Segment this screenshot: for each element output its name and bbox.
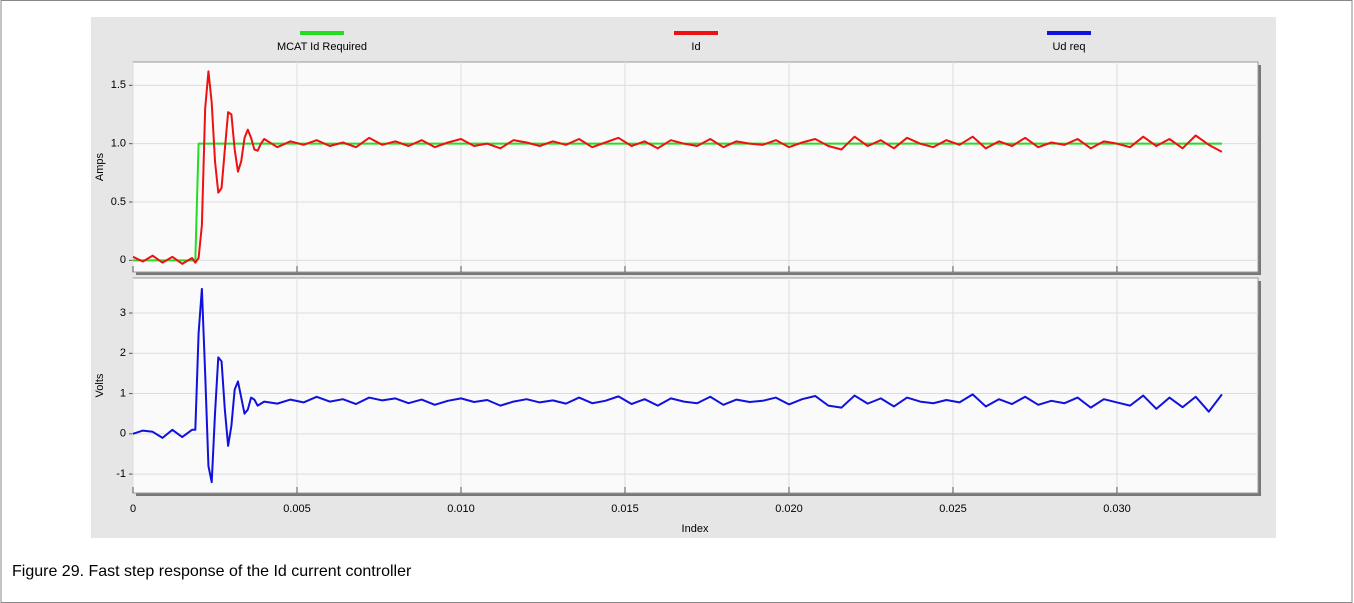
y-tick-label: -1	[116, 468, 126, 480]
y-tick-label: 3	[120, 307, 126, 319]
legend-label: Id	[691, 41, 700, 53]
caption: Figure 29. Fast step response of the Id …	[12, 563, 412, 580]
x-tick-label: 0.030	[1103, 503, 1131, 515]
y-tick-label: 1.5	[111, 79, 126, 91]
y-tick-label: 2	[120, 347, 126, 359]
y-tick-label: 1	[120, 387, 126, 399]
legend-label: Ud req	[1052, 41, 1085, 53]
legend-swatch	[1047, 31, 1091, 35]
plot-area	[132, 61, 1259, 273]
x-tick-label: 0.015	[611, 503, 639, 515]
series-line	[132, 70, 1223, 265]
x-tick-label: 0	[130, 503, 136, 515]
legend-label: MCAT Id Required	[277, 41, 367, 53]
y-tick-label: 0	[120, 254, 126, 266]
plot-area	[132, 277, 1259, 494]
y-axis-label: Amps	[94, 152, 106, 181]
legend-swatch	[300, 31, 344, 35]
x-tick-label: 0.025	[939, 503, 967, 515]
x-tick-label: 0.020	[775, 503, 803, 515]
x-tick-label: 0.005	[283, 503, 311, 515]
legend-swatch	[674, 31, 718, 35]
y-tick-label: 0	[120, 428, 126, 440]
series-line	[132, 287, 1223, 484]
x-tick-label: 0.010	[447, 503, 475, 515]
y-axis-label: Volts	[94, 373, 106, 397]
x-axis-label: Index	[682, 523, 709, 535]
y-tick-label: 1.0	[111, 138, 126, 150]
y-tick-label: 0.5	[111, 196, 126, 208]
